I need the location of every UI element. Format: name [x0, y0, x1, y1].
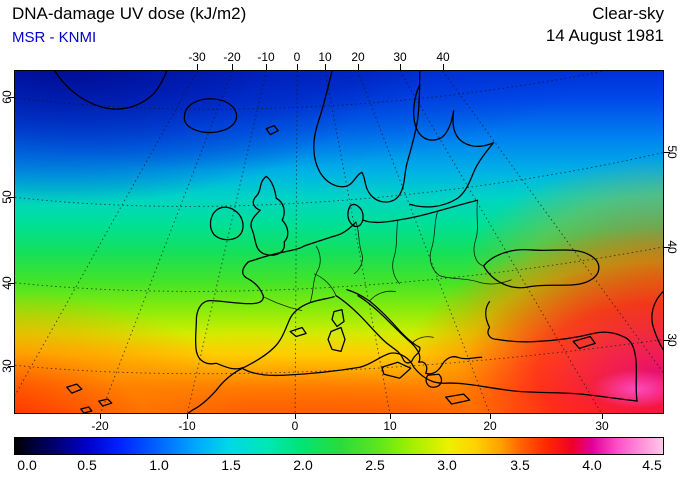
lon-tick-label: -30 — [188, 50, 206, 64]
tick-mark — [8, 97, 14, 98]
map-source: MSR - KNMI — [12, 29, 97, 46]
page-title: DNA-damage UV dose (kJ/m2) — [12, 4, 247, 23]
colorbar-tick-label: 2.0 — [293, 457, 313, 473]
lon-tick-label: -20 — [223, 50, 241, 64]
uv-map — [14, 70, 664, 414]
tick-mark — [664, 340, 670, 341]
lon-tick-label: -10 — [178, 419, 196, 433]
colorbar-tick-label: 4.0 — [582, 457, 602, 473]
tick-mark — [358, 64, 359, 70]
tick-mark — [187, 414, 188, 419]
coastlines — [54, 71, 663, 413]
country-borders — [263, 200, 512, 344]
map-overlay — [15, 71, 663, 413]
tick-mark — [602, 414, 603, 419]
tick-mark — [197, 64, 198, 70]
colorbar-tick-label: 1.0 — [149, 457, 169, 473]
colorbar-tick-label: 3.0 — [437, 457, 457, 473]
tick-mark — [400, 64, 401, 70]
tick-mark — [490, 414, 491, 419]
colorbar-tick-label: 4.5 — [642, 457, 662, 473]
lon-tick-label: 20 — [483, 419, 497, 433]
colorbar — [14, 437, 664, 455]
tick-mark — [232, 64, 233, 70]
lon-tick-label: 10 — [383, 419, 397, 433]
tick-mark — [297, 64, 298, 70]
colorbar-tick-label: 1.5 — [221, 457, 241, 473]
tick-mark — [664, 152, 670, 153]
lon-tick-label: 10 — [318, 50, 332, 64]
tick-mark — [443, 64, 444, 70]
colorbar-gradient — [15, 438, 663, 454]
colorbar-tick-label: 2.5 — [365, 457, 385, 473]
sky-condition-label: Clear-sky — [592, 4, 664, 23]
tick-mark — [266, 64, 267, 70]
colorbar-tick-label: 0.0 — [17, 457, 37, 473]
tick-mark — [8, 283, 14, 284]
colorbar-tick-label: 3.5 — [510, 457, 530, 473]
grid-lines — [15, 71, 663, 413]
lon-tick-label: -20 — [91, 419, 109, 433]
date-label: 14 August 1981 — [545, 26, 664, 45]
lon-tick-label: 40 — [436, 50, 450, 64]
lon-tick-label: 0 — [291, 419, 299, 433]
tick-mark — [295, 414, 296, 419]
lon-tick-label: 0 — [293, 50, 301, 64]
lon-tick-label: 30 — [595, 419, 609, 433]
tick-mark — [8, 366, 14, 367]
colorbar-tick-label: 0.5 — [77, 457, 97, 473]
tick-mark — [325, 64, 326, 70]
lon-tick-label: -10 — [257, 50, 275, 64]
tick-mark — [664, 247, 670, 248]
tick-mark — [8, 197, 14, 198]
lon-tick-label: 20 — [351, 50, 365, 64]
lon-tick-label: 30 — [393, 50, 407, 64]
tick-mark — [100, 414, 101, 419]
tick-mark — [390, 414, 391, 419]
